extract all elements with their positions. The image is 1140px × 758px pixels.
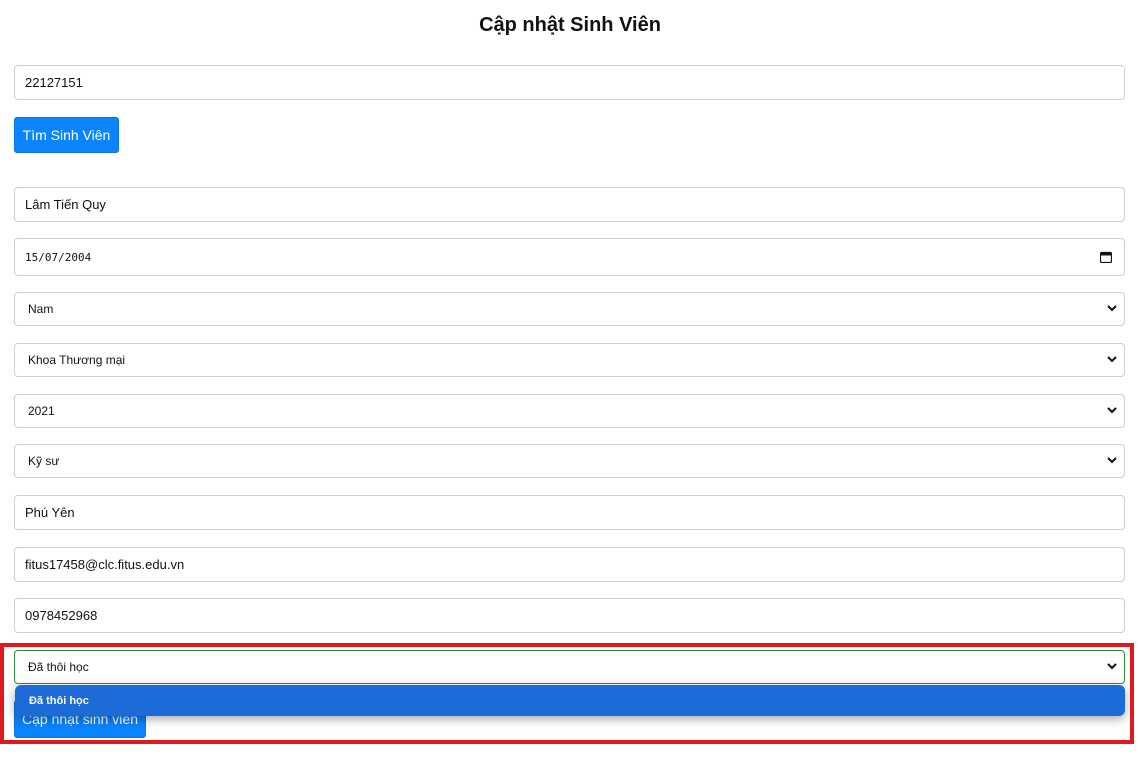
phone-value: 0978452968 [25,608,98,623]
birth-date-value: 15/07/2004 [25,250,92,264]
chevron-down-icon [1107,457,1117,464]
birth-date-input[interactable]: 15/07/2004 [14,238,1125,276]
status-option-label: Đã thôi học [29,694,89,707]
student-id-value: 22127151 [25,75,83,90]
phone-input[interactable]: 0978452968 [14,598,1125,633]
gender-value: Nam [28,302,54,316]
page-title: Cập nhật Sinh Viên [479,14,661,36]
course-value: 2021 [28,404,55,418]
full-name-input[interactable]: Lâm Tiến Quy [14,187,1125,222]
program-value: Kỹ sư [28,454,60,468]
chevron-down-icon [1107,663,1117,670]
faculty-select[interactable]: Khoa Thương mại [14,343,1125,377]
gender-select[interactable]: Nam [14,292,1125,326]
status-option-selected[interactable]: Đã thôi học [15,685,1125,716]
find-student-button[interactable]: Tìm Sinh Viên [14,117,119,153]
calendar-icon[interactable] [1100,251,1112,263]
chevron-down-icon [1107,407,1117,414]
address-value: Phú Yên [25,505,75,520]
course-select[interactable]: 2021 [14,394,1125,428]
full-name-value: Lâm Tiến Quy [25,197,106,212]
chevron-down-icon [1107,356,1117,363]
faculty-value: Khoa Thương mại [28,353,126,367]
status-value: Đã thôi học [28,660,89,674]
program-select[interactable]: Kỹ sư [14,444,1125,478]
address-input[interactable]: Phú Yên [14,495,1125,530]
email-input[interactable]: fitus17458@clc.fitus.edu.vn [14,547,1125,582]
status-select[interactable]: Đã thôi học [14,650,1125,684]
student-id-input[interactable]: 22127151 [14,65,1125,100]
chevron-down-icon [1107,305,1117,312]
email-value: fitus17458@clc.fitus.edu.vn [25,557,185,572]
